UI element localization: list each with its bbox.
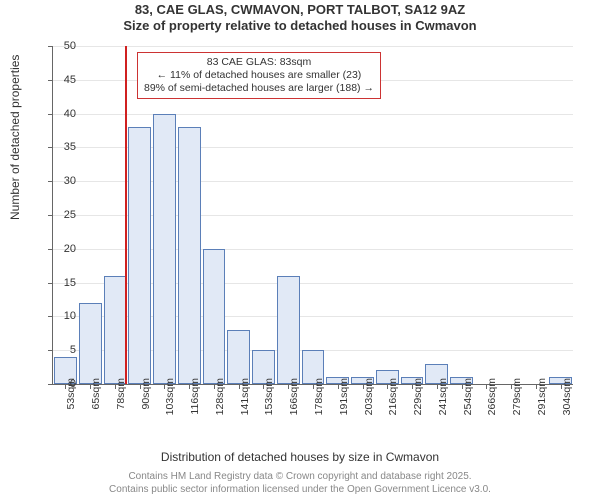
x-tick-label: 90sqm — [140, 378, 152, 410]
plot-area: 53sqm65sqm78sqm90sqm103sqm116sqm128sqm14… — [52, 46, 573, 385]
annotation-line: 89% of semi-detached houses are larger (… — [144, 82, 374, 95]
y-tick-label: 10 — [46, 310, 76, 322]
reference-line — [125, 46, 127, 384]
x-axis-label: Distribution of detached houses by size … — [0, 450, 600, 464]
annotation-line: ← 11% of detached houses are smaller (23… — [144, 69, 374, 82]
x-tick-label: 304sqm — [561, 378, 573, 415]
annotation-line: 83 CAE GLAS: 83sqm — [144, 56, 374, 69]
y-tick-label: 5 — [46, 344, 76, 356]
x-tick-label: 65sqm — [90, 378, 102, 410]
x-tick-label: 229sqm — [412, 378, 424, 415]
x-tick-label: 191sqm — [338, 378, 350, 415]
title-line-2: Size of property relative to detached ho… — [0, 18, 600, 34]
x-tick-label: 141sqm — [239, 378, 251, 415]
x-tick-label: 178sqm — [313, 378, 325, 415]
y-axis-label: Number of detached properties — [8, 55, 22, 220]
x-tick-label: 254sqm — [462, 378, 474, 415]
bar — [128, 127, 151, 384]
x-tick-label: 116sqm — [189, 378, 201, 415]
bar — [153, 114, 176, 384]
y-tick-label: 25 — [46, 209, 76, 221]
y-tick-label: 15 — [46, 277, 76, 289]
chart-container: 83, CAE GLAS, CWMAVON, PORT TALBOT, SA12… — [0, 0, 600, 500]
annotation-box: 83 CAE GLAS: 83sqm← 11% of detached hous… — [137, 52, 381, 99]
footer-line-1: Contains HM Land Registry data © Crown c… — [0, 471, 600, 484]
x-tick-label: 203sqm — [363, 378, 375, 415]
y-tick-label: 40 — [46, 108, 76, 120]
gridline — [53, 114, 573, 115]
footer: Contains HM Land Registry data © Crown c… — [0, 471, 600, 496]
title-block: 83, CAE GLAS, CWMAVON, PORT TALBOT, SA12… — [0, 2, 600, 35]
bar — [178, 127, 201, 384]
x-tick-label: 216sqm — [387, 378, 399, 415]
x-tick-label: 153sqm — [263, 378, 275, 415]
x-tick-label: 166sqm — [288, 378, 300, 415]
title-line-1: 83, CAE GLAS, CWMAVON, PORT TALBOT, SA12… — [0, 2, 600, 18]
bar — [79, 303, 102, 384]
bar — [277, 276, 300, 384]
x-tick-label: 128sqm — [214, 378, 226, 415]
bar — [104, 276, 127, 384]
y-tick-label: 45 — [46, 74, 76, 86]
y-tick-label: 30 — [46, 175, 76, 187]
y-tick-label: 0 — [46, 378, 76, 390]
y-tick-label: 50 — [46, 40, 76, 52]
gridline — [53, 46, 573, 47]
x-tick-label: 279sqm — [511, 378, 523, 415]
bar — [203, 249, 226, 384]
y-tick-label: 35 — [46, 141, 76, 153]
x-tick-label: 103sqm — [164, 378, 176, 415]
bar — [227, 330, 250, 384]
x-tick-label: 241sqm — [437, 378, 449, 415]
x-tick-label: 291sqm — [536, 378, 548, 415]
y-tick-label: 20 — [46, 243, 76, 255]
footer-line-2: Contains public sector information licen… — [0, 484, 600, 497]
x-tick-label: 266sqm — [486, 378, 498, 415]
